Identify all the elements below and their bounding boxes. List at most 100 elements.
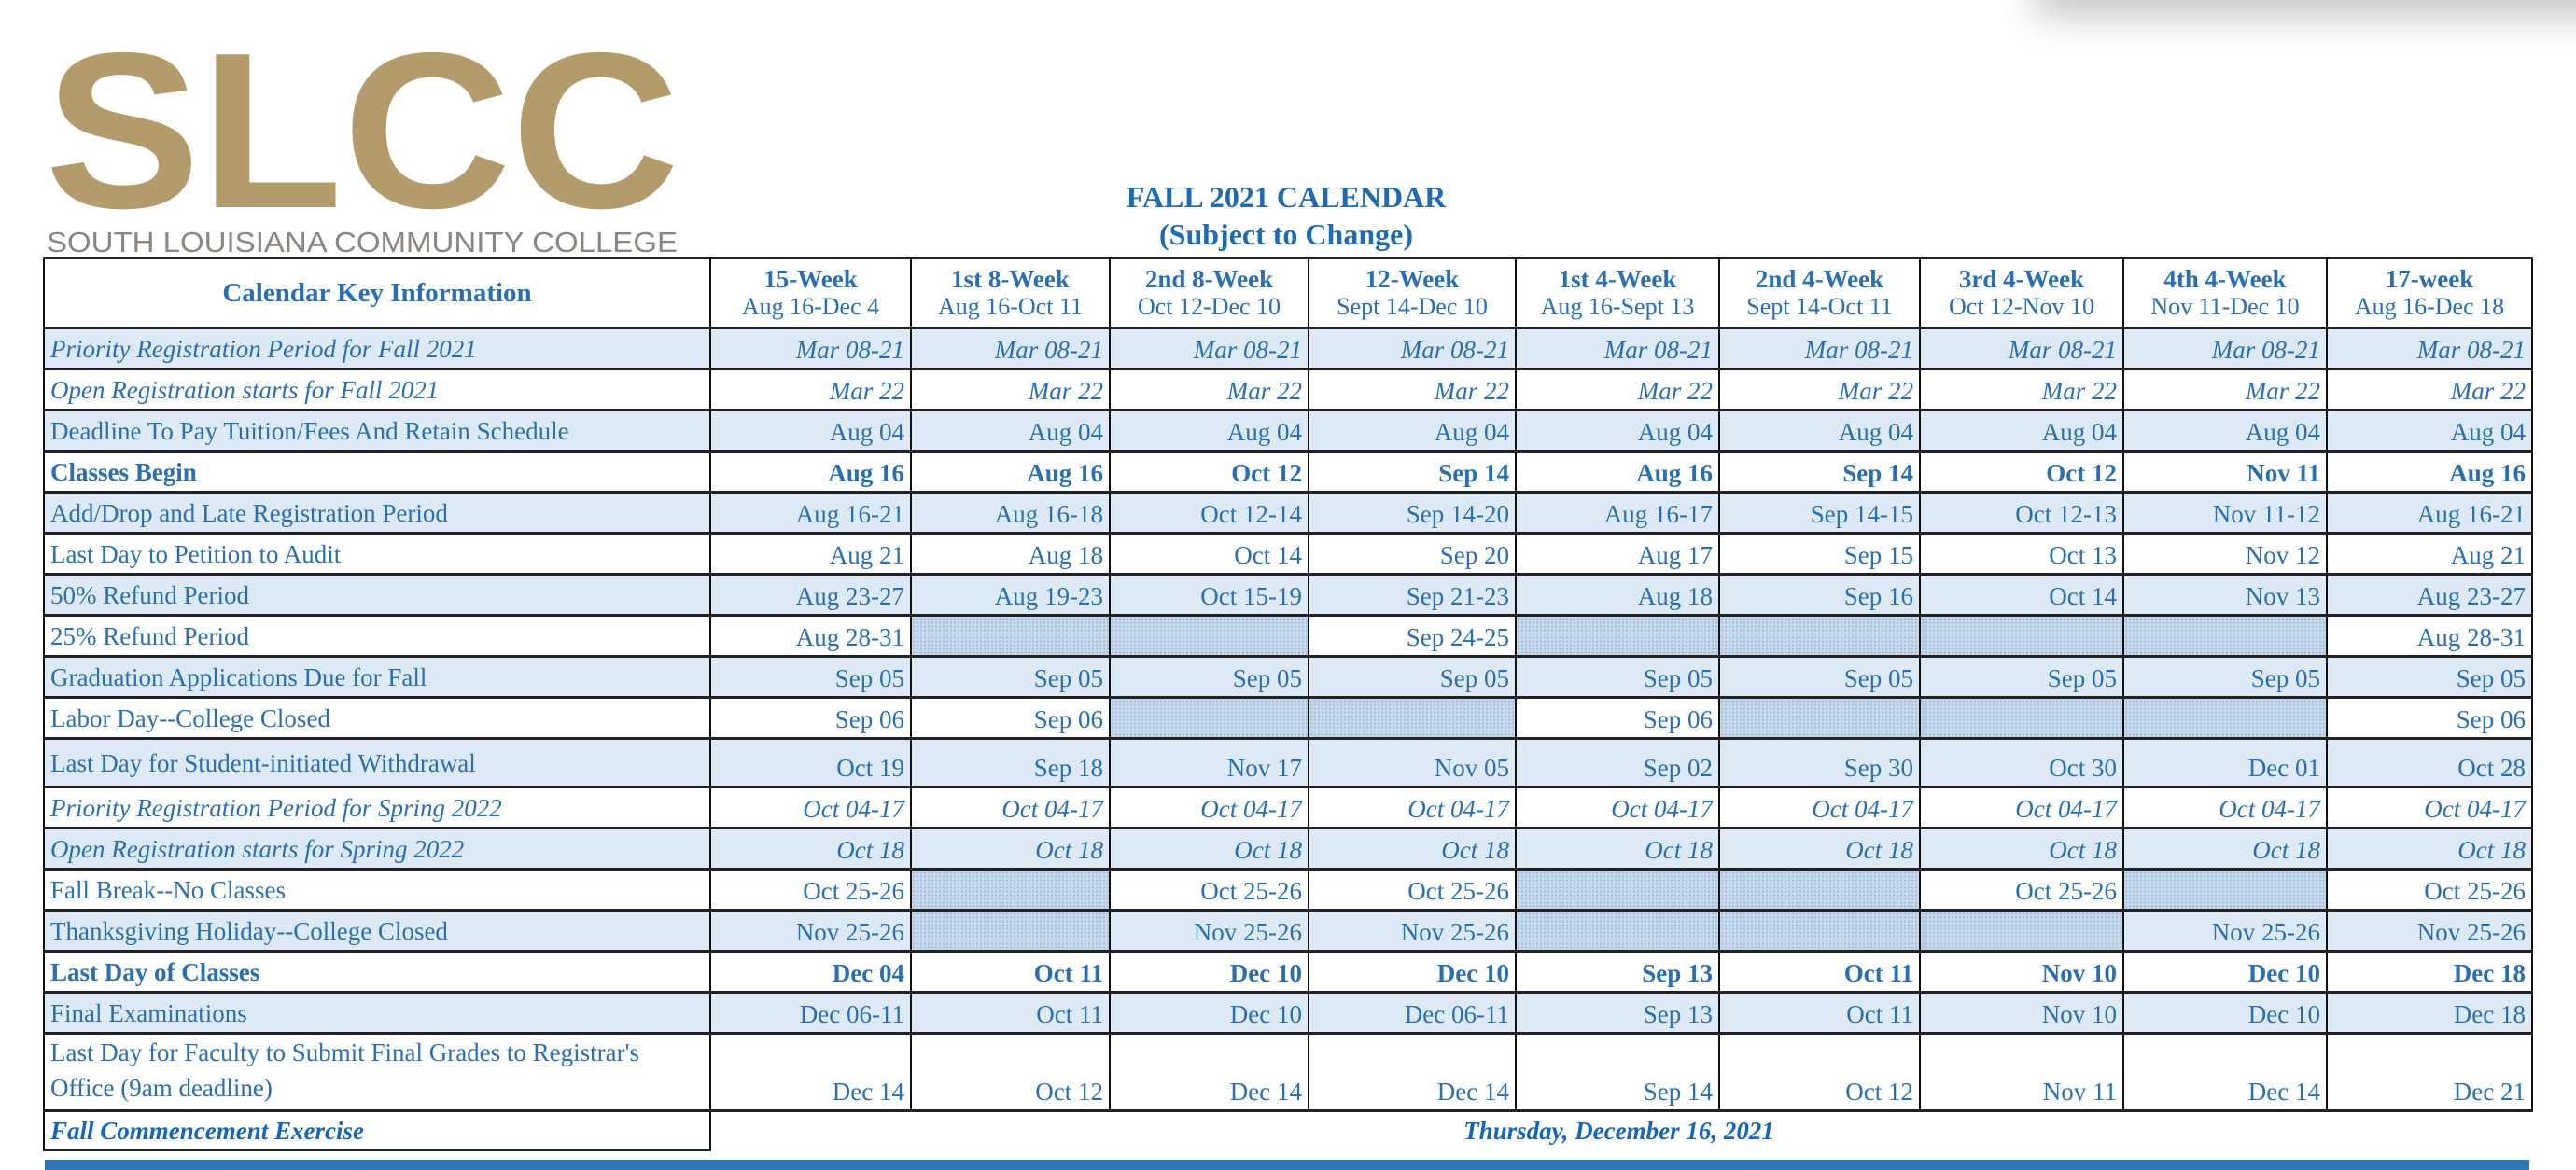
date-cell: Mar 08-21 <box>1919 327 2124 370</box>
row-label: Classes Begin <box>43 450 711 494</box>
date-cell: Nov 12 <box>2122 532 2328 576</box>
table-row: Last Day to Petition to Audit Aug 21 Aug 1… <box>43 532 2533 576</box>
not-applicable-cell <box>1515 909 1720 953</box>
column-date-range: Aug 16-Sept 13 <box>1540 293 1695 320</box>
date-cell: Oct 18 <box>1919 827 2124 871</box>
date-cell: Nov 05 <box>1308 737 1517 788</box>
date-cell: Nov 11 <box>2122 450 2328 494</box>
not-applicable-cell <box>1718 614 1921 658</box>
date-cell: Sep 05 <box>1109 655 1309 699</box>
table-row: 25% Refund Period Aug 28-31 Sep 24-25 Aug 2… <box>43 614 2533 658</box>
not-applicable-cell <box>1919 696 2124 740</box>
date-cell: Sep 05 <box>1718 655 1921 699</box>
date-cell: Oct 04-17 <box>2326 786 2533 829</box>
date-cell: Nov 25-26 <box>1109 909 1309 953</box>
table-row: Final Examinations Dec 06-11 Oct 11 Dec 10 D… <box>43 991 2533 1035</box>
commencement-label: Fall Commencement Exercise <box>43 1109 711 1151</box>
date-cell: Oct 04-17 <box>1919 786 2124 829</box>
date-cell: Oct 18 <box>1515 827 1720 871</box>
row-label: Labor Day--College Closed <box>43 696 711 740</box>
not-applicable-cell <box>1515 868 1720 912</box>
date-cell: Oct 11 <box>910 950 1111 994</box>
date-cell: Oct 04-17 <box>910 786 1111 829</box>
table-row: Open Registration starts for Fall 2021 Ma… <box>43 368 2533 411</box>
logo-mark: SLCC <box>45 41 679 255</box>
date-cell: Nov 13 <box>2122 573 2328 617</box>
date-cell: Sep 18 <box>910 737 1111 788</box>
column-date-range: Oct 12-Nov 10 <box>1949 293 2094 320</box>
date-cell: Aug 23-27 <box>2326 573 2533 617</box>
date-cell: Oct 04-17 <box>2122 786 2328 829</box>
column-header: 12-Week Sept 14-Dec 10 <box>1308 257 1517 329</box>
date-cell: Dec 14 <box>2122 1032 2328 1112</box>
date-cell: Oct 12 <box>1718 1032 1921 1112</box>
date-cell: Sep 15 <box>1718 532 1921 576</box>
date-cell: Oct 30 <box>1919 737 2124 788</box>
date-cell: Mar 22 <box>1308 368 1517 411</box>
row-label: Thanksgiving Holiday--College Closed <box>43 909 711 953</box>
table-row: Graduation Applications Due for Fall Sep … <box>43 655 2533 699</box>
date-cell: Oct 18 <box>709 827 912 871</box>
row-label: Last Day of Classes <box>43 950 711 994</box>
date-cell: Mar 08-21 <box>709 327 912 370</box>
logo-college-name: SOUTH LOUISIANA COMMUNITY COLLEGE <box>47 226 678 258</box>
column-date-range: Sept 14-Dec 10 <box>1337 293 1488 320</box>
page-title: FALL 2021 CALENDAR <box>1126 180 1447 214</box>
date-cell: Oct 04-17 <box>1718 786 1921 829</box>
date-cell: Oct 18 <box>2122 827 2328 871</box>
date-cell: Mar 22 <box>1718 368 1921 411</box>
date-cell: Aug 16 <box>1515 450 1720 494</box>
date-cell: Aug 21 <box>2326 532 2533 576</box>
date-cell: Sep 24-25 <box>1308 614 1517 658</box>
column-date-range: Aug 16-Dec 4 <box>741 293 880 320</box>
not-applicable-cell <box>1109 696 1309 740</box>
date-cell: Oct 25-26 <box>2326 868 2533 912</box>
date-cell: Aug 16-18 <box>910 491 1111 535</box>
date-cell: Nov 25-26 <box>2326 909 2533 953</box>
date-cell: Aug 04 <box>1718 409 1921 453</box>
date-cell: Nov 11 <box>1919 1032 2124 1112</box>
date-cell: Nov 25-26 <box>709 909 912 953</box>
column-header: 3rd 4-Week Oct 12-Nov 10 <box>1919 257 2124 329</box>
date-cell: Oct 18 <box>1109 827 1309 871</box>
date-cell: Sep 05 <box>2326 655 2533 699</box>
date-cell: Dec 10 <box>1109 991 1309 1035</box>
not-applicable-cell <box>1919 909 2124 953</box>
date-cell: Oct 11 <box>1718 991 1921 1035</box>
date-cell: Dec 01 <box>2122 737 2328 788</box>
date-cell: Dec 10 <box>1109 950 1309 994</box>
date-cell: Sep 05 <box>910 655 1111 699</box>
row-label: Final Examinations <box>43 991 711 1035</box>
date-cell: Oct 12 <box>910 1032 1111 1112</box>
not-applicable-cell <box>1515 614 1720 658</box>
row-label: Graduation Applications Due for Fall <box>43 655 711 699</box>
date-cell: Aug 19-23 <box>910 573 1111 617</box>
date-cell: Sep 05 <box>1308 655 1517 699</box>
date-cell: Dec 18 <box>2326 950 2533 994</box>
date-cell: Dec 06-11 <box>709 991 912 1035</box>
date-cell: Oct 13 <box>1919 532 2124 576</box>
date-cell: Oct 12 <box>1109 450 1309 494</box>
date-cell: Nov 10 <box>1919 950 2124 994</box>
table-row: Priority Registration Period for Fall 20… <box>43 327 2533 370</box>
date-cell: Dec 10 <box>1308 950 1517 994</box>
date-cell: Oct 04-17 <box>1109 786 1309 829</box>
column-header: 17-week Aug 16-Dec 18 <box>2326 257 2533 329</box>
date-cell: Aug 04 <box>2326 409 2533 453</box>
date-cell: Mar 22 <box>1515 368 1720 411</box>
date-cell: Aug 04 <box>1109 409 1309 453</box>
commencement-row: Fall Commencement Exercise Thursday, Dece… <box>43 1109 2532 1151</box>
row-label: Priority Registration Period for Spring … <box>43 786 711 829</box>
date-cell: Sep 13 <box>1515 950 1720 994</box>
date-cell: Mar 08-21 <box>1718 327 1921 370</box>
date-cell: Sep 06 <box>1515 696 1720 740</box>
row-label: Add/Drop and Late Registration Period <box>43 491 711 535</box>
date-cell: Dec 10 <box>2122 950 2328 994</box>
date-cell: Oct 11 <box>910 991 1111 1035</box>
column-term-name: 15-Week <box>763 265 858 293</box>
row-label: Last Day for Faculty to Submit Final Gra… <box>43 1032 711 1112</box>
date-cell: Oct 12 <box>1919 450 2124 494</box>
column-date-range: Aug 16-Oct 11 <box>937 293 1083 320</box>
date-cell: Oct 15-19 <box>1109 573 1309 617</box>
date-cell: Oct 28 <box>2326 737 2533 788</box>
